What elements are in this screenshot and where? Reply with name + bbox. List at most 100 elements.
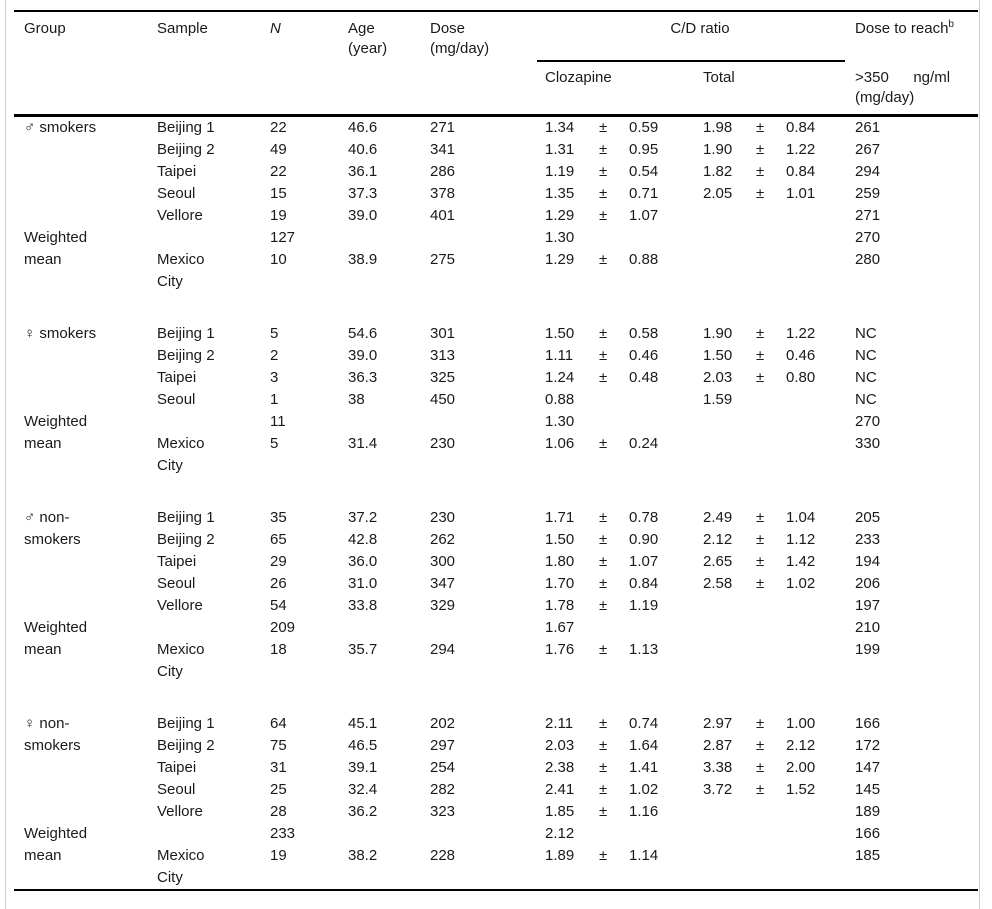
cell-clozapine-value: 1.30 — [545, 229, 575, 246]
cell-clozapine-plusminus — [599, 389, 629, 411]
cell-sample — [157, 411, 270, 433]
cell-total-sd — [786, 227, 855, 249]
cell-n: 28 — [270, 803, 287, 820]
cell-total-plusminus — [756, 595, 786, 617]
cell-dose-to-reach: 233 — [855, 531, 881, 548]
cell-clozapine-value: 1.89 — [545, 847, 575, 864]
cell-age: 38.9 — [348, 251, 378, 268]
cell-dose — [430, 455, 545, 477]
table-row: Seoul 26 31.0 347 1.70 ± 0.84 2.58 ± 1.0… — [14, 573, 978, 595]
cell-sample: Beijing 1 — [157, 509, 215, 526]
cell-group: mean — [24, 435, 62, 452]
table-row: ♂ smokers Beijing 1 22 46.6 271 1.34 ± 0… — [14, 116, 978, 140]
cell-sample: Taipei — [157, 759, 197, 776]
cell-group — [14, 661, 157, 683]
cell-clozapine-value — [545, 455, 599, 477]
cell-total-sd — [786, 271, 855, 293]
cell-total-sd: 1.01 — [786, 185, 816, 202]
cell-total-plusminus: ± — [756, 141, 765, 158]
cell-age: 54.6 — [348, 325, 378, 342]
cell-clozapine-plusminus: ± — [599, 847, 608, 864]
cell-n — [270, 661, 348, 683]
cell-clozapine-sd: 1.07 — [629, 207, 659, 224]
table-header: Group Sample N Age (year) Dose (mg/day) … — [14, 11, 979, 117]
cell-group: ♂ non- — [24, 509, 70, 526]
cell-dose-to-reach — [855, 455, 978, 477]
cell-dose: 378 — [430, 185, 456, 202]
header-empty-sample — [157, 62, 270, 117]
header-n: N — [270, 11, 348, 62]
cell-clozapine-value: 1.85 — [545, 803, 575, 820]
table-row: Beijing 2 49 40.6 341 1.31 ± 0.95 1.90 ±… — [14, 139, 978, 161]
cell-dose — [430, 271, 545, 293]
cell-group — [14, 779, 157, 801]
cell-clozapine-sd: 1.14 — [629, 847, 659, 864]
cell-sample: City — [157, 663, 183, 680]
cell-clozapine-plusminus: ± — [599, 207, 608, 224]
cell-group — [14, 595, 157, 617]
cell-dose-to-reach: 294 — [855, 163, 881, 180]
cell-total-plusminus — [756, 801, 786, 823]
cell-total-plusminus: ± — [756, 553, 765, 570]
cell-clozapine-value: 1.29 — [545, 251, 575, 268]
cell-age — [348, 867, 430, 890]
cell-dose: 228 — [430, 847, 456, 864]
cell-age: 46.6 — [348, 119, 378, 136]
cell-group: mean — [24, 641, 62, 658]
cell-group: ♂ smokers — [24, 119, 97, 136]
cell-total-sd — [786, 617, 855, 639]
cell-clozapine-value — [545, 867, 599, 890]
cell-total-value — [703, 411, 756, 433]
cell-age: 39.0 — [348, 207, 378, 224]
cell-dose: 286 — [430, 163, 456, 180]
cell-dose-to-reach: 197 — [855, 597, 881, 614]
header-dose: Dose (mg/day) — [430, 11, 545, 62]
cell-total-value — [703, 867, 756, 890]
cell-sample — [157, 227, 270, 249]
cell-dose-to-reach: NC — [855, 347, 877, 364]
header-group-label: Group — [24, 20, 66, 37]
cell-dose-to-reach: 147 — [855, 759, 881, 776]
cell-clozapine-sd — [629, 823, 703, 845]
cell-dose-to-reach: 280 — [855, 251, 881, 268]
header-empty-age — [348, 62, 430, 117]
cell-total-value — [703, 639, 756, 661]
cell-total-value: 2.12 — [703, 531, 733, 548]
cell-n: 5 — [270, 325, 279, 342]
cell-total-sd: 0.46 — [786, 347, 816, 364]
cell-total-value — [703, 801, 756, 823]
cell-total-sd — [786, 433, 855, 455]
cell-sample: Beijing 2 — [157, 737, 215, 754]
cell-age: 46.5 — [348, 737, 378, 754]
cell-age: 37.2 — [348, 509, 378, 526]
table-row: Vellore 19 39.0 401 1.29 ± 1.07 271 — [14, 205, 978, 227]
cell-clozapine-value: 1.29 — [545, 207, 575, 224]
cell-dose: 282 — [430, 781, 456, 798]
cell-group — [14, 389, 157, 411]
cell-total-plusminus: ± — [756, 575, 765, 592]
cell-age: 39.1 — [348, 759, 378, 776]
cell-clozapine-sd: 1.16 — [629, 803, 659, 820]
cell-total-sd: 1.42 — [786, 553, 816, 570]
cell-clozapine-plusminus: ± — [599, 531, 608, 548]
cell-n: 26 — [270, 575, 287, 592]
cell-n: 5 — [270, 435, 279, 452]
cell-age — [348, 411, 430, 433]
cell-age: 35.7 — [348, 641, 378, 658]
cell-total-plusminus: ± — [756, 347, 765, 364]
table-row: City — [14, 271, 978, 293]
cell-clozapine-sd — [629, 661, 703, 683]
page-frame: Group Sample N Age (year) Dose (mg/day) … — [5, 0, 980, 909]
cell-dose: 230 — [430, 435, 456, 452]
cell-clozapine-plusminus: ± — [599, 597, 608, 614]
cell-dose: 450 — [430, 391, 456, 408]
table-row: Seoul 1 38 450 0.88 1.59 NC — [14, 389, 978, 411]
cell-sample: Seoul — [157, 185, 196, 202]
cell-total-plusminus: ± — [756, 509, 765, 526]
cell-clozapine-plusminus: ± — [599, 803, 608, 820]
cell-sample: Beijing 1 — [157, 119, 215, 136]
cell-n: 1 — [270, 391, 279, 408]
header-dose-to-reach: Dose to reachb — [855, 11, 978, 62]
table-row: Vellore 54 33.8 329 1.78 ± 1.19 197 — [14, 595, 978, 617]
table-row: Taipei 29 36.0 300 1.80 ± 1.07 2.65 ± 1.… — [14, 551, 978, 573]
